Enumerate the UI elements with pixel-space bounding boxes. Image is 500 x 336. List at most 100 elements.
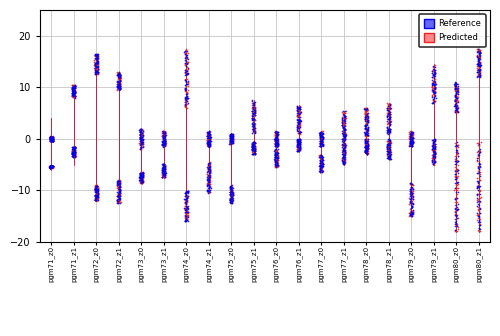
Point (453, 106, 461, 111)
Point (116, 72, 124, 77)
Point (91, 185, 99, 191)
Point (409, 140, 417, 146)
Point (409, 195, 417, 200)
Point (46, 138, 54, 144)
Point (340, 115, 347, 120)
Point (431, 151, 439, 157)
Point (431, 159, 439, 164)
Point (386, 120, 394, 125)
Point (452, 81, 460, 86)
Point (206, 143, 214, 149)
Point (474, 63, 482, 68)
Point (206, 135, 214, 140)
Point (114, 81, 122, 87)
Point (250, 148, 258, 153)
Point (450, 157, 458, 162)
Point (429, 100, 437, 106)
Point (138, 139, 145, 144)
Point (204, 133, 212, 138)
Point (475, 49, 483, 54)
Point (252, 148, 260, 154)
Point (48, 164, 56, 169)
Point (138, 178, 145, 184)
Point (453, 105, 461, 111)
Point (184, 59, 192, 64)
Point (270, 152, 278, 158)
Point (452, 109, 460, 114)
Point (338, 146, 346, 151)
Point (93, 188, 101, 194)
Point (92, 194, 100, 199)
Point (184, 199, 192, 204)
Point (92, 71, 100, 76)
Point (205, 178, 213, 183)
Point (228, 201, 235, 206)
Point (339, 150, 347, 156)
Point (183, 190, 191, 195)
Point (296, 118, 304, 124)
Point (228, 132, 236, 137)
Point (362, 133, 370, 139)
Point (474, 151, 482, 156)
Point (476, 74, 484, 79)
Point (385, 127, 393, 132)
Point (158, 173, 166, 179)
Point (294, 143, 302, 148)
Point (430, 136, 438, 142)
Point (248, 152, 256, 157)
Point (249, 118, 257, 123)
Point (293, 141, 301, 147)
Point (408, 187, 416, 193)
Point (296, 142, 304, 148)
Point (317, 133, 325, 139)
Point (228, 132, 235, 137)
Point (385, 108, 393, 114)
Point (407, 208, 415, 213)
Point (428, 146, 436, 152)
Point (137, 180, 145, 185)
Point (158, 129, 166, 134)
Point (295, 121, 303, 126)
Point (70, 93, 78, 98)
Point (318, 159, 326, 164)
Point (182, 195, 190, 200)
Point (454, 206, 462, 211)
Point (317, 143, 325, 149)
Point (271, 164, 279, 169)
Point (295, 108, 303, 113)
Point (294, 115, 302, 120)
Point (384, 110, 392, 116)
Point (115, 186, 123, 192)
Point (159, 167, 167, 172)
Point (452, 180, 460, 186)
Point (94, 186, 102, 192)
Point (48, 135, 56, 141)
Point (226, 140, 234, 145)
Point (272, 162, 280, 167)
Point (114, 193, 122, 199)
Point (340, 133, 348, 139)
Point (205, 130, 213, 135)
Point (228, 195, 236, 201)
Point (46, 164, 54, 169)
Point (227, 139, 235, 144)
Point (474, 184, 482, 190)
Point (476, 210, 484, 216)
Point (296, 139, 304, 145)
Point (249, 144, 257, 149)
Point (474, 199, 482, 205)
Point (316, 130, 324, 135)
Point (46, 135, 54, 141)
Point (318, 142, 326, 147)
Point (452, 107, 460, 112)
Point (428, 84, 436, 89)
Point (272, 155, 280, 160)
Point (339, 131, 347, 137)
Point (475, 166, 483, 171)
Point (161, 174, 169, 180)
Point (296, 107, 304, 112)
Point (476, 177, 484, 182)
Point (406, 130, 414, 135)
Point (476, 64, 484, 70)
Point (93, 194, 101, 199)
